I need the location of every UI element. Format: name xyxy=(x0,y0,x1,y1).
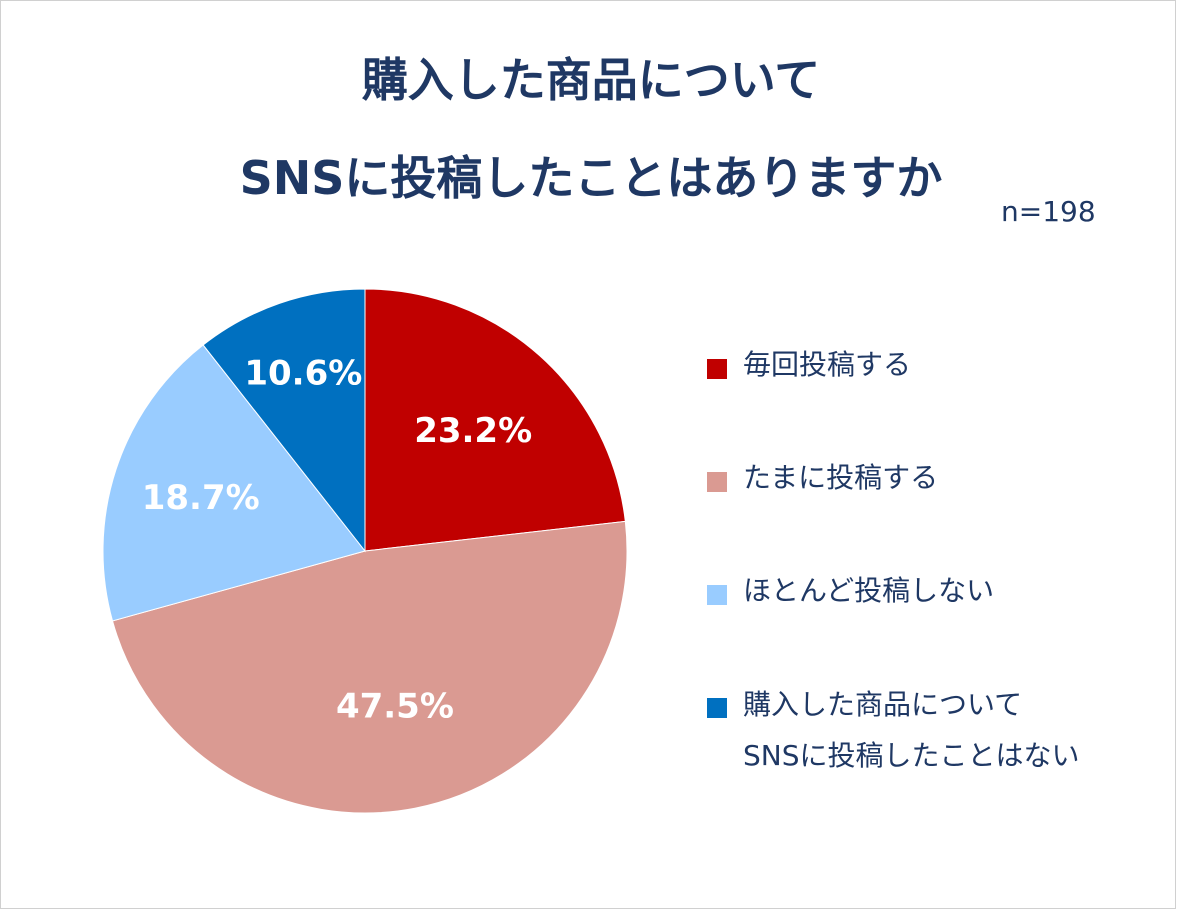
data-label: 18.7% xyxy=(142,478,260,518)
legend-swatch xyxy=(707,472,727,492)
legend-label: ほとんど投稿しない xyxy=(743,574,995,607)
sample-size-note: n=198 xyxy=(1001,195,1096,228)
legend-item-rarely: ほとんど投稿しない xyxy=(707,572,994,610)
legend-label: たまに投稿する xyxy=(743,461,939,494)
chart-title-line2: SNSに投稿したことはありますか xyxy=(239,151,943,205)
pie-slice-sometimes xyxy=(111,520,628,814)
data-label: 23.2% xyxy=(414,411,532,451)
data-label: 10.6% xyxy=(244,354,362,394)
chart-title-line1: 購入した商品について xyxy=(361,53,821,107)
pie-slice-every-time xyxy=(364,288,626,552)
legend-item-every-time: 毎回投稿する xyxy=(707,346,911,384)
legend-item-never: 購入した商品について SNSに投稿したことはない xyxy=(707,685,1080,776)
legend-swatch xyxy=(707,585,727,605)
legend-swatch xyxy=(707,359,727,379)
data-label: 47.5% xyxy=(336,686,454,726)
legend-label: 毎回投稿する xyxy=(743,348,912,381)
pie-slice-never xyxy=(202,288,366,553)
pie-slice-rarely xyxy=(102,344,366,622)
legend-item-sometimes: たまに投稿する xyxy=(707,459,938,497)
legend-swatch xyxy=(707,698,727,718)
legend-label-line2: SNSに投稿したことはない xyxy=(743,738,1080,772)
legend-label-line1: 購入した商品について xyxy=(743,688,1023,721)
